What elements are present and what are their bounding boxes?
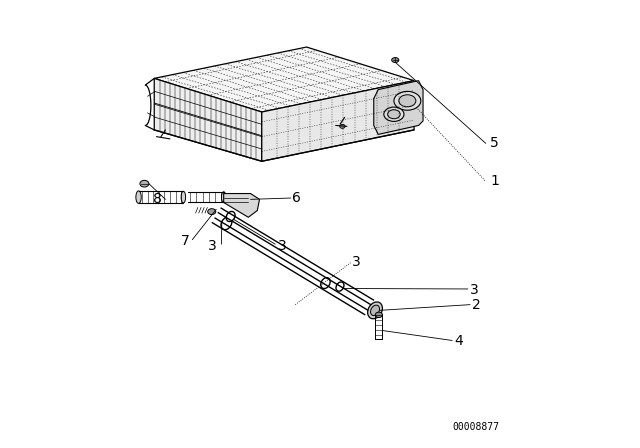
Polygon shape	[154, 78, 262, 161]
Ellipse shape	[388, 110, 400, 119]
Ellipse shape	[321, 278, 330, 289]
Ellipse shape	[221, 192, 226, 202]
Ellipse shape	[136, 191, 141, 203]
Text: 8: 8	[154, 192, 163, 207]
Text: 3: 3	[278, 239, 286, 254]
Ellipse shape	[375, 312, 383, 318]
Ellipse shape	[394, 91, 421, 110]
Text: 7: 7	[181, 233, 190, 248]
Ellipse shape	[140, 180, 149, 187]
Ellipse shape	[336, 282, 344, 291]
Ellipse shape	[221, 217, 232, 230]
Ellipse shape	[399, 95, 416, 107]
Ellipse shape	[388, 110, 400, 119]
Ellipse shape	[399, 95, 416, 107]
Polygon shape	[154, 47, 414, 112]
Text: 00008877: 00008877	[452, 422, 499, 432]
Text: 3: 3	[470, 283, 479, 297]
Ellipse shape	[226, 211, 235, 221]
Polygon shape	[262, 81, 414, 161]
Ellipse shape	[181, 191, 186, 203]
Ellipse shape	[340, 125, 345, 129]
Polygon shape	[224, 194, 260, 217]
Text: 1: 1	[490, 174, 499, 189]
Text: 6: 6	[292, 191, 301, 205]
Text: 2: 2	[472, 297, 481, 312]
Ellipse shape	[384, 107, 404, 121]
Ellipse shape	[371, 305, 380, 315]
Ellipse shape	[392, 58, 399, 62]
Ellipse shape	[384, 107, 404, 121]
Text: 3: 3	[352, 255, 361, 269]
Text: 5: 5	[490, 136, 499, 151]
Polygon shape	[374, 81, 423, 134]
Ellipse shape	[208, 209, 216, 215]
Ellipse shape	[367, 302, 383, 319]
Text: 3: 3	[208, 239, 217, 254]
Text: 4: 4	[454, 334, 463, 349]
Ellipse shape	[394, 91, 421, 110]
